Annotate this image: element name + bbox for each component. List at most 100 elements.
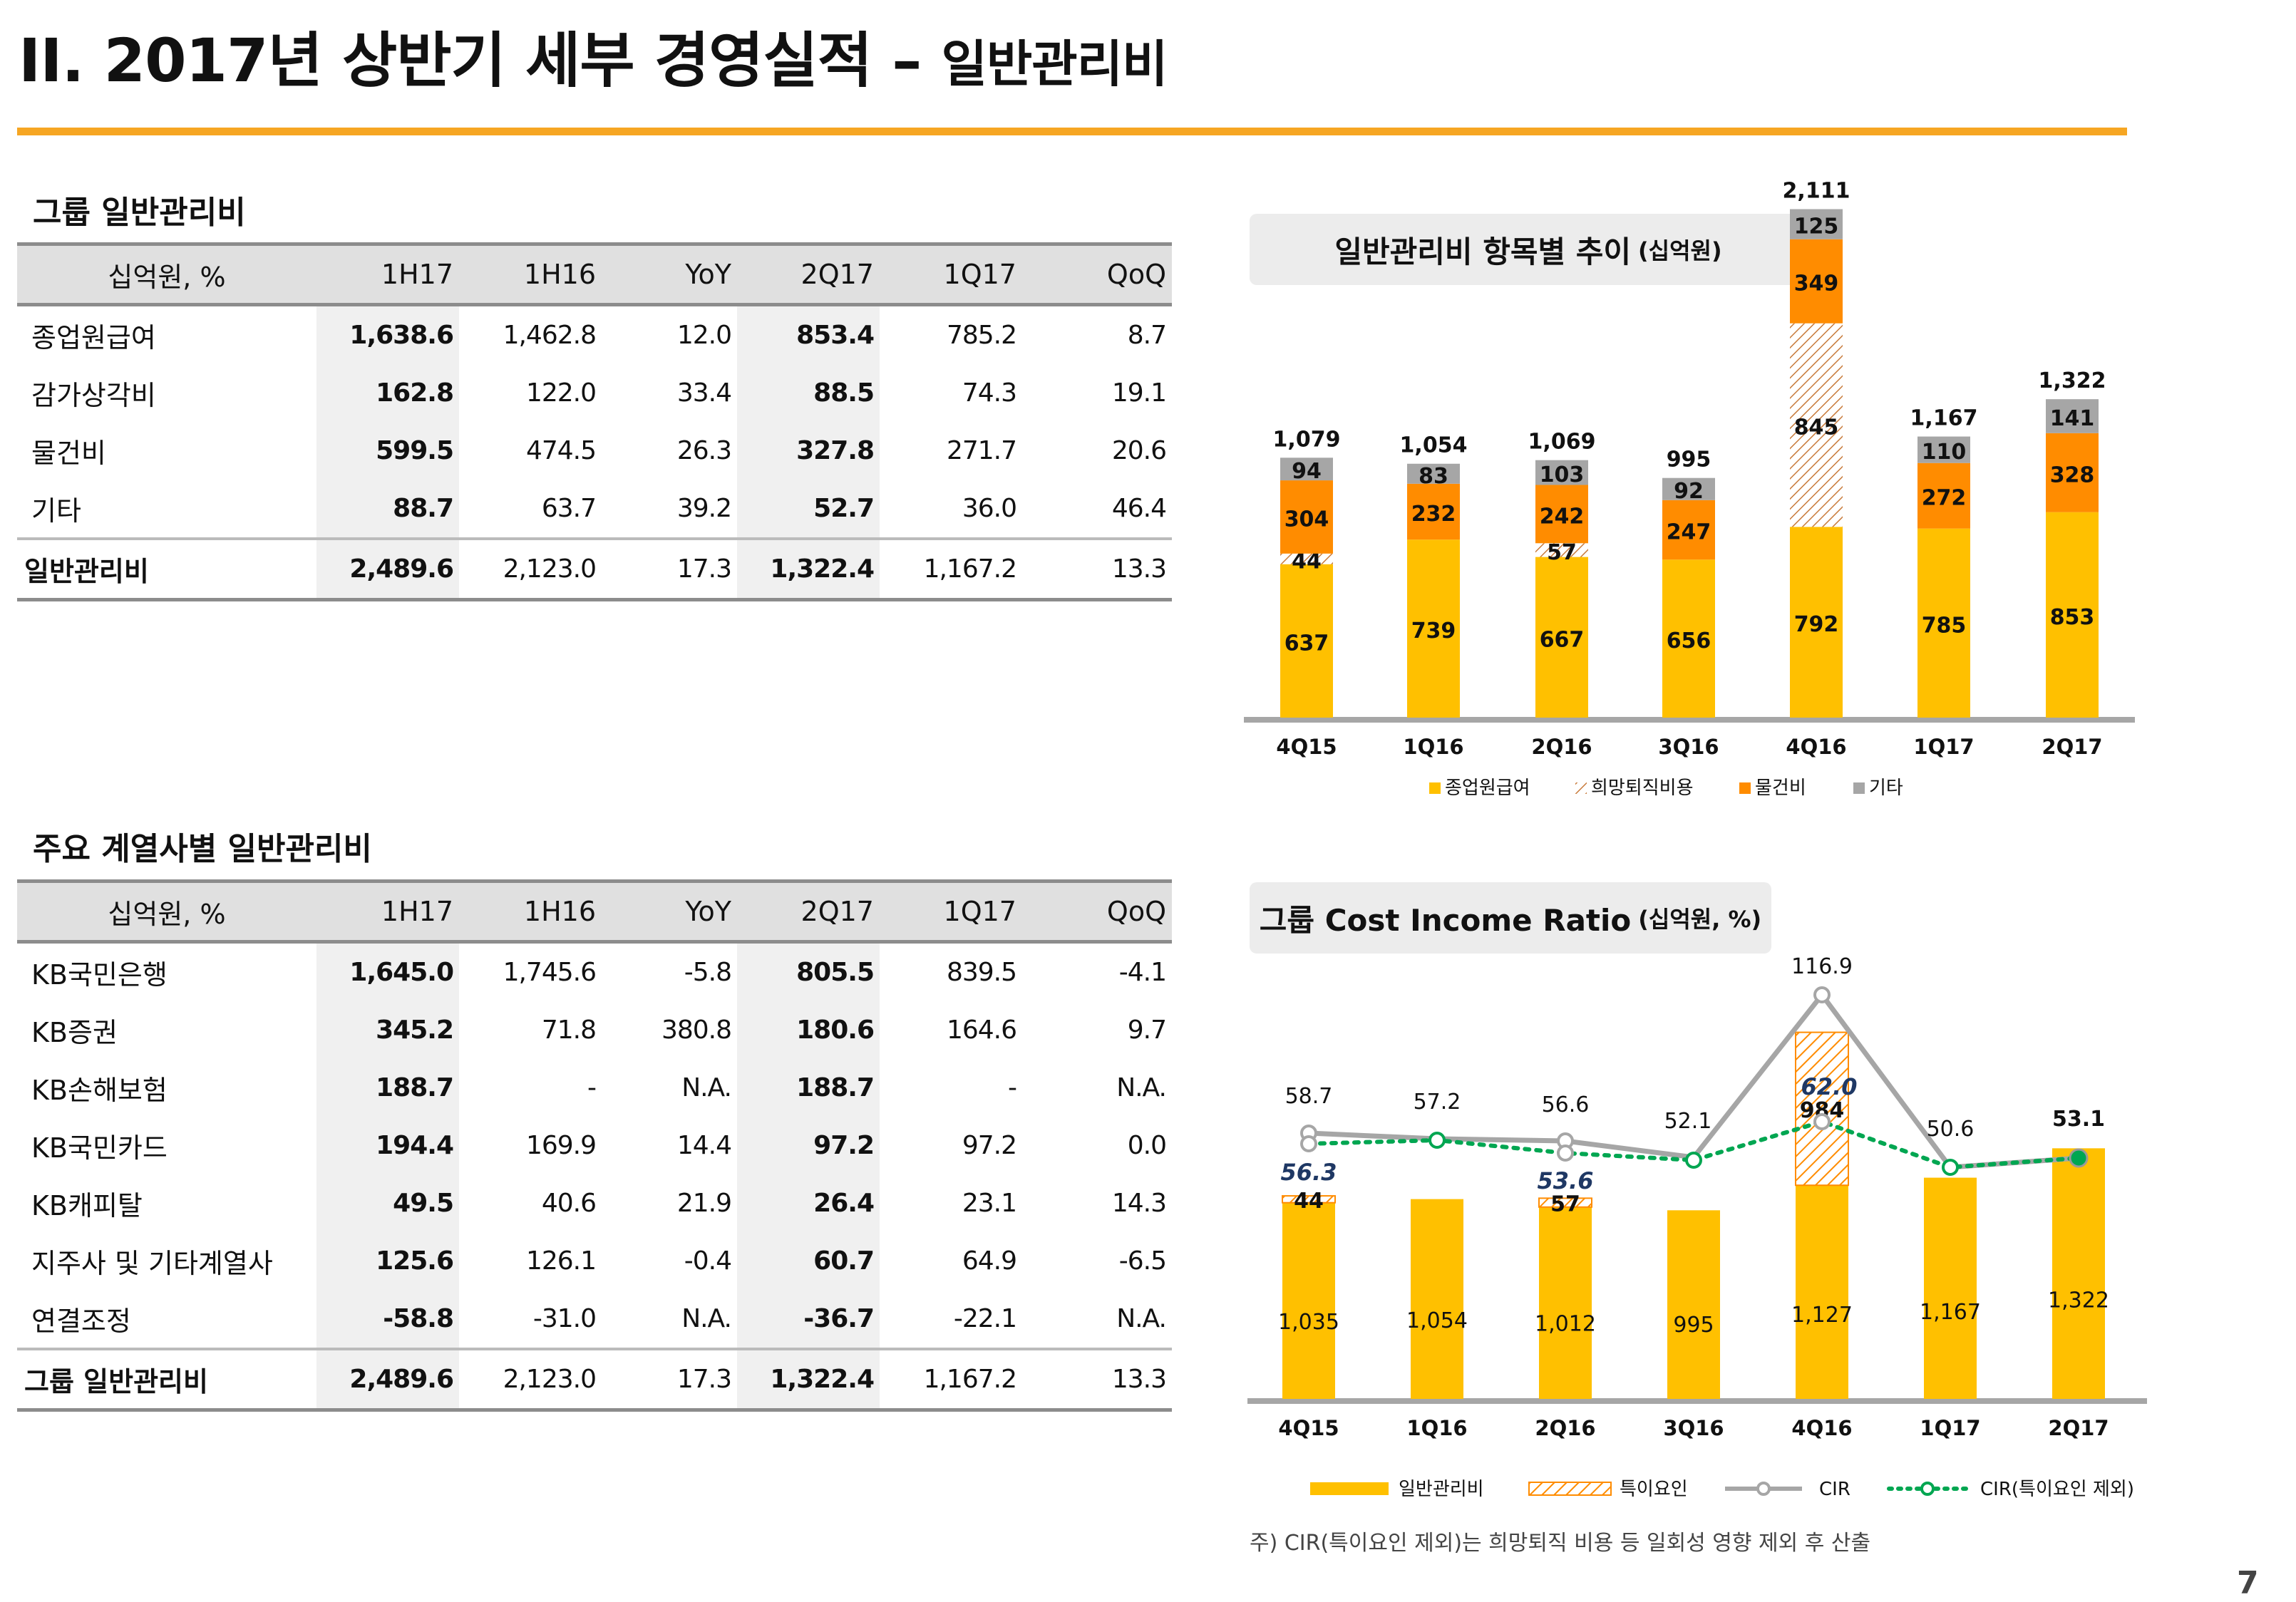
table-cell: 40.6 [541, 1189, 597, 1218]
table-cell: 126.1 [525, 1246, 597, 1276]
data-label: 110 [1922, 440, 1967, 465]
table-cell: -5.8 [684, 958, 732, 987]
column-header: QoQ [1022, 879, 1172, 944]
total-label: 1,079 [1273, 427, 1341, 452]
table-cell: 2,123.0 [459, 537, 602, 601]
table-cell: 23.1 [962, 1189, 1017, 1218]
table-cell: N.A. [1116, 1304, 1167, 1333]
table-cell: 125.6 [316, 1232, 459, 1290]
data-label: 141 [2050, 406, 2095, 431]
table-cell: 1,645.0 [316, 941, 459, 1001]
column-header: 1Q17 [880, 879, 1022, 944]
data-label: 94 [1292, 459, 1322, 484]
data-label: 656 [1667, 629, 1711, 653]
bar-material-2Q17 [2046, 433, 2099, 512]
row-label: 물건비 [31, 438, 106, 469]
table-cell: 39.2 [676, 494, 732, 523]
data-label: 272 [1922, 486, 1967, 511]
table-cell: 271.7 [946, 436, 1017, 465]
table-cell: 474.5 [525, 436, 597, 465]
table-cell: 599.5 [316, 422, 459, 480]
page-number: 7 [2237, 1565, 2259, 1601]
table-cell: 180.6 [737, 1001, 880, 1059]
table-row: 기타 88.7 63.7 39.2 52.7 36.0 46.4 [17, 480, 1172, 539]
table-cell: - [1008, 1073, 1017, 1102]
table-cell: 26.4 [737, 1174, 880, 1232]
table-row: KB캐피탈 49.5 40.6 21.9 26.4 23.1 14.3 [17, 1174, 1172, 1232]
data-label: 637 [1285, 631, 1329, 656]
legend-swatch-other [1853, 782, 1865, 794]
table-cell: N.A. [681, 1073, 732, 1102]
bar-material-4Q15 [1280, 480, 1333, 554]
table-cell: 1,167.2 [880, 537, 1022, 601]
column-header: 십억원, % [17, 879, 316, 944]
bar-other-4Q16 [1790, 209, 1843, 239]
bar-material-1Q16 [1407, 483, 1460, 540]
page-title: II. 2017년 상반기 세부 경영실적 – 일반관리비 [19, 13, 1168, 99]
table-cell: 46.4 [1111, 494, 1167, 523]
table-cell: 20.6 [1111, 436, 1167, 465]
data-label: 92 [1674, 479, 1704, 504]
legend-label: 물건비 [1755, 777, 1806, 799]
table-cell: 26.3 [676, 436, 732, 465]
row-label: 종업원급여 [31, 322, 156, 353]
chart2-unit: (십억원, %) [1638, 906, 1762, 933]
table-row: 물건비 599.5 474.5 26.3 327.8 271.7 20.6 [17, 422, 1172, 480]
chart1-title: 일반관리비 항목별 추이 [1334, 234, 1632, 269]
column-header: YoY [602, 242, 737, 306]
table-cell: 14.3 [1111, 1189, 1167, 1218]
chart1-unit: (십억원) [1638, 237, 1722, 264]
bar-salary-2Q16 [1535, 557, 1588, 718]
row-label: 연결조정 [31, 1306, 131, 1337]
data-label: 667 [1540, 627, 1585, 652]
bar-other-4Q15 [1280, 458, 1333, 481]
bar-salary-1Q17 [1917, 528, 1970, 718]
table-cell: -6.5 [1118, 1246, 1167, 1276]
table-cell: 1,638.6 [316, 304, 459, 364]
table-cell: 188.7 [316, 1059, 459, 1117]
row-label: KB손해보험 [31, 1075, 168, 1106]
table-cell: 162.8 [316, 364, 459, 422]
x-tick-label: 4Q16 [1786, 735, 1846, 759]
bar-retire-4Q15 [1280, 553, 1333, 564]
table-cell: 2,489.6 [316, 1348, 459, 1412]
table-cell: 9.7 [1127, 1016, 1167, 1045]
table1-section-title: 그룹 일반관리비 [33, 195, 246, 231]
title-underline [17, 128, 2127, 135]
table-cell: 1,322.4 [737, 537, 880, 601]
total-label: 1,069 [1528, 430, 1596, 455]
data-label: 785 [1922, 613, 1967, 638]
row-label: 감가상각비 [31, 380, 156, 411]
table-cell: 839.5 [946, 958, 1017, 987]
total-label: 1,054 [1400, 433, 1468, 458]
table-cell: - [587, 1073, 597, 1102]
chart1-title-box: 일반관리비 항목별 추이 (십억원) [1250, 214, 1807, 285]
table-cell: 327.8 [737, 422, 880, 480]
legend-swatch-retire [1575, 782, 1587, 794]
bar-salary-1Q16 [1407, 539, 1460, 718]
bar-material-3Q16 [1662, 500, 1715, 560]
total-label: 1,167 [1910, 406, 1978, 431]
column-header: 1Q17 [880, 242, 1022, 306]
table-cell: 17.3 [602, 537, 737, 601]
table-row: KB국민카드 194.4 169.9 14.4 97.2 97.2 0.0 [17, 1117, 1172, 1174]
table-cell: 64.9 [962, 1246, 1017, 1276]
table-cell: 13.3 [1022, 537, 1172, 601]
table-cell: 1,167.2 [880, 1348, 1022, 1412]
column-header: YoY [602, 879, 737, 944]
data-label: 853 [2050, 605, 2095, 630]
chart2-title-box: 그룹 Cost Income Ratio (십억원, %) [1250, 882, 1771, 954]
table-cell: 2,489.6 [316, 537, 459, 601]
table-cell: 97.2 [962, 1131, 1017, 1160]
bar-other-1Q17 [1917, 436, 1970, 463]
table-cell: 36.0 [962, 494, 1017, 523]
column-header: 십억원, % [17, 242, 316, 306]
table-cell: 74.3 [962, 378, 1017, 408]
table-cell: 33.4 [676, 378, 732, 408]
page-title-dash: – [892, 26, 922, 95]
column-header: 2Q17 [737, 879, 880, 944]
table-cell: 188.7 [737, 1059, 880, 1117]
table-cell: 21.9 [676, 1189, 732, 1218]
bar-other-2Q17 [2046, 399, 2099, 433]
